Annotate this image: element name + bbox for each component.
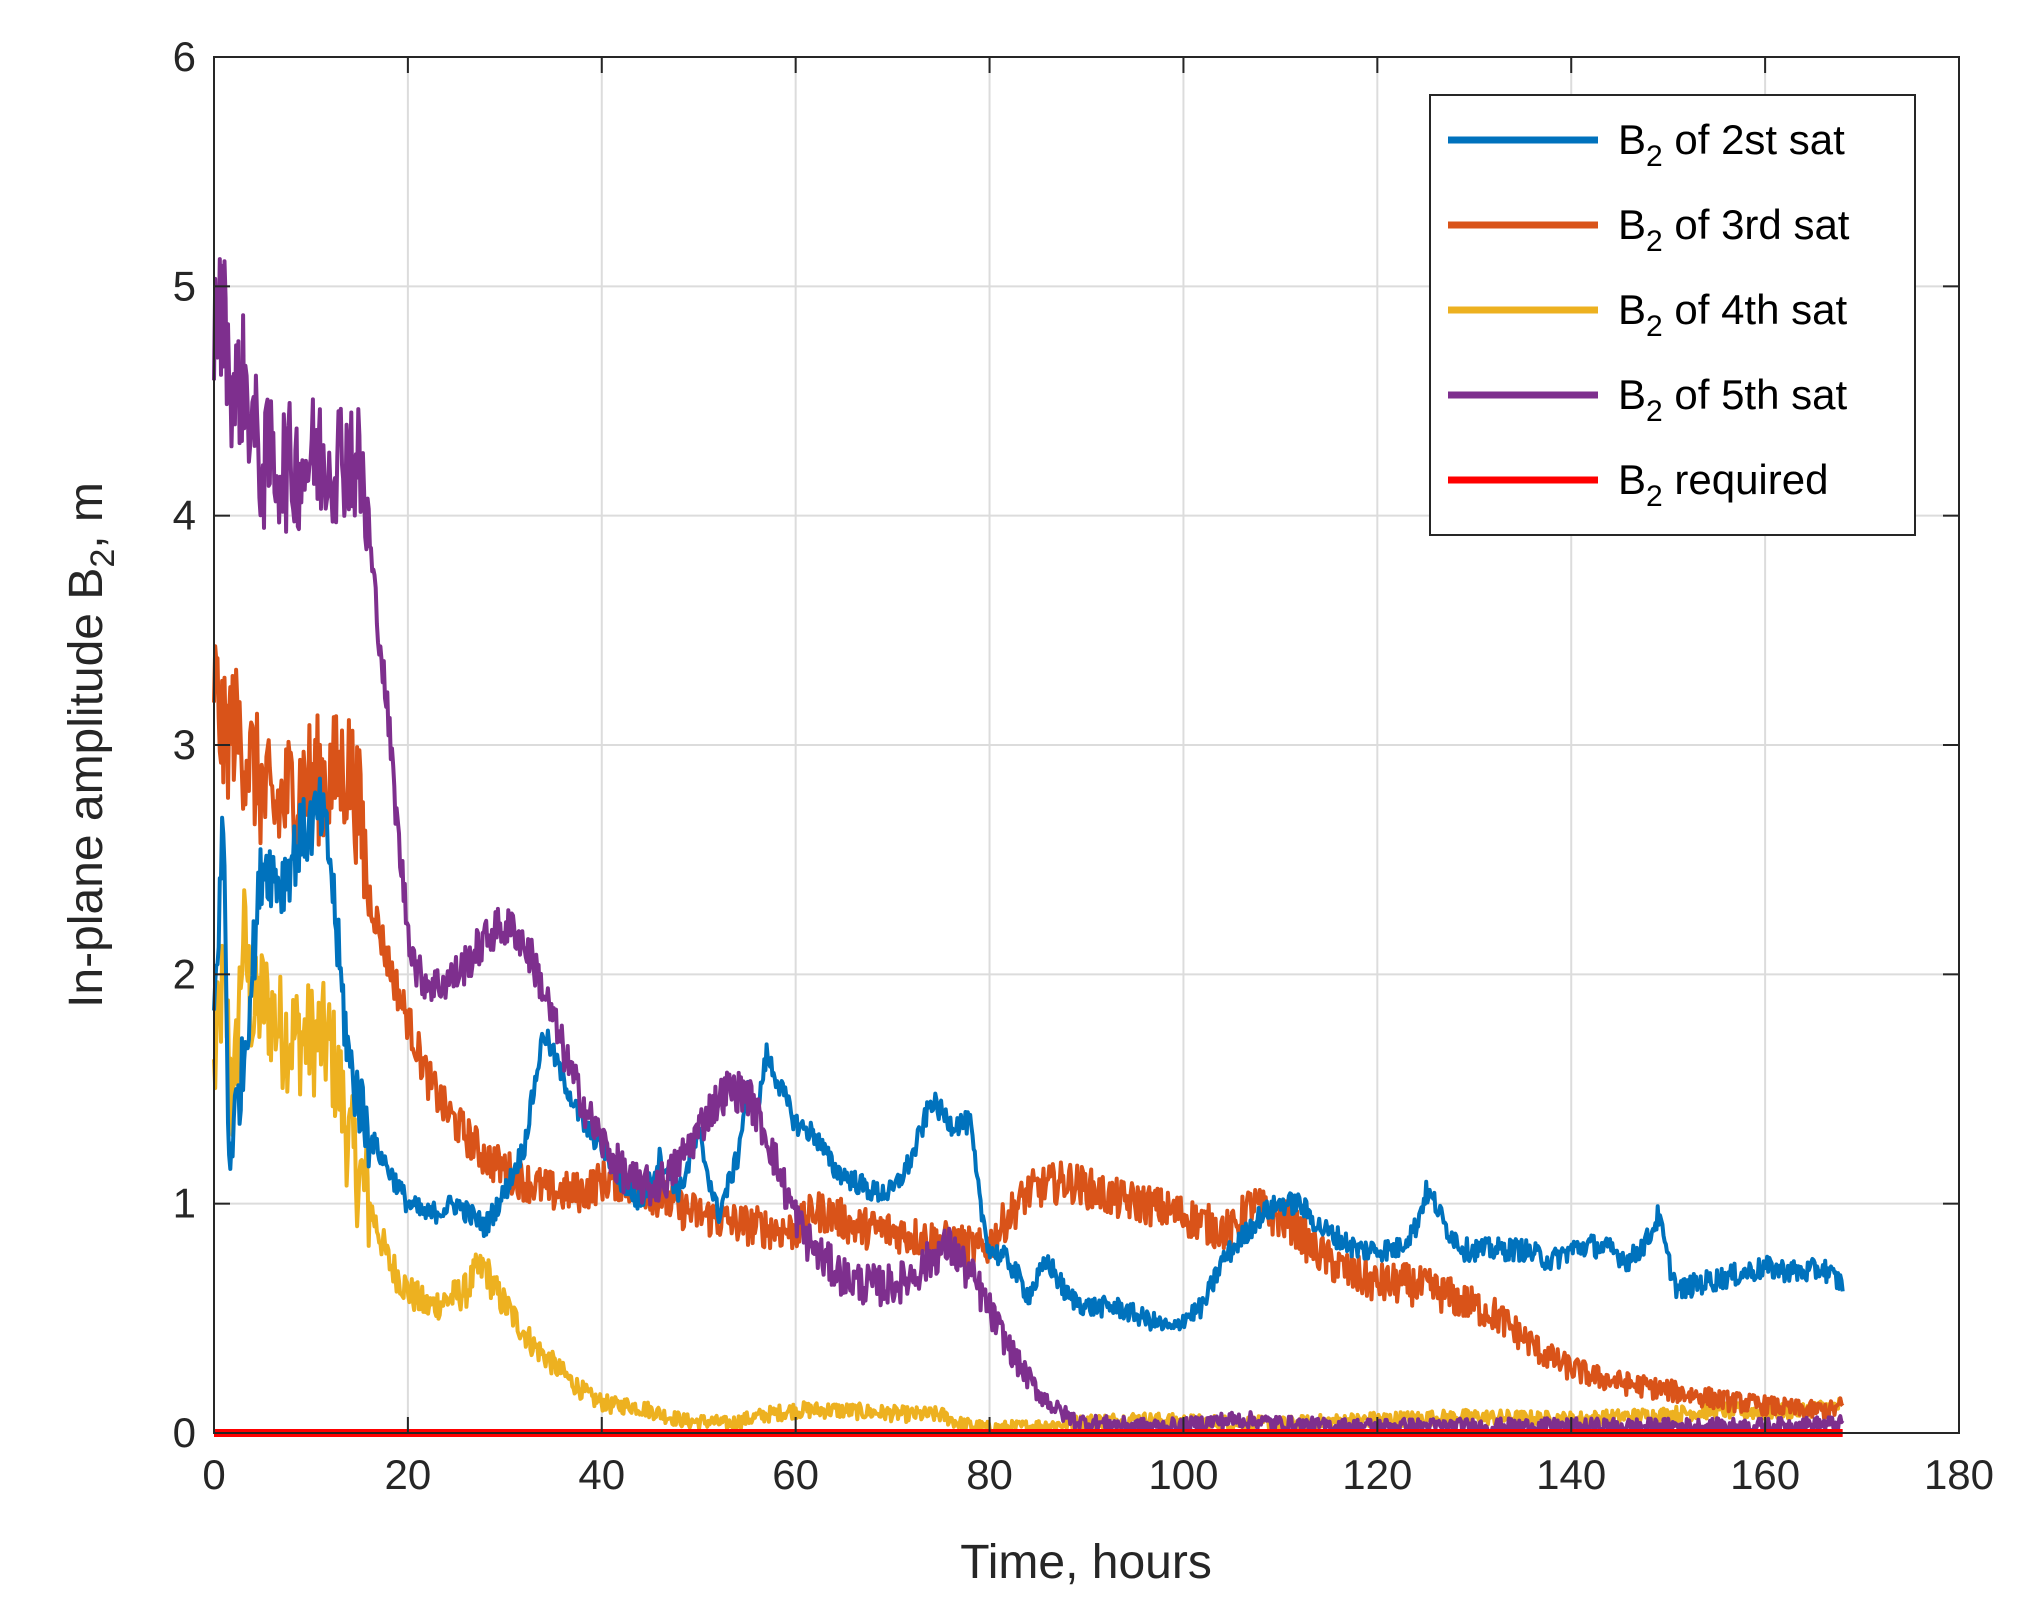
x-tick-label: 120	[1342, 1451, 1412, 1498]
y-tick-labels: 0 1 2 3 4 5 6	[173, 33, 196, 1456]
y-tick-label: 3	[173, 721, 196, 768]
x-tick-label: 160	[1730, 1451, 1800, 1498]
y-tick-label: 5	[173, 262, 196, 309]
y-tick-label: 2	[173, 950, 196, 997]
legend-label: B2 of 5th sat	[1618, 371, 1847, 428]
legend-label: B2 of 3rd sat	[1618, 201, 1850, 258]
x-tick-label: 80	[966, 1451, 1013, 1498]
y-tick-label: 4	[173, 492, 196, 539]
series-line	[212, 776, 1845, 1332]
legend-label: B2 of 2st sat	[1618, 116, 1845, 173]
ticks	[213, 56, 1960, 1434]
x-tick-label: 180	[1924, 1451, 1994, 1498]
x-tick-label: 140	[1536, 1451, 1606, 1498]
legend-label: B2 of 4th sat	[1618, 286, 1847, 343]
legend: B2 of 2st sat B2 of 3rd sat B2 of 4th sat B…	[1429, 94, 1916, 536]
series-line	[212, 644, 1845, 1421]
legend-box	[1429, 94, 1916, 536]
y-tick-label: 6	[173, 33, 196, 80]
x-tick-label: 0	[202, 1451, 225, 1498]
y-tick-label: 0	[173, 1409, 196, 1456]
x-tick-label: 100	[1148, 1451, 1218, 1498]
y-axis-label: In-plane amplitude B2, m	[60, 482, 122, 1008]
x-axis-label: Time, hours	[960, 1536, 1212, 1589]
legend-label: B2 required	[1618, 456, 1828, 513]
x-tick-label: 40	[578, 1451, 625, 1498]
x-tick-label: 60	[772, 1451, 819, 1498]
y-tick-label: 1	[173, 1180, 196, 1227]
x-tick-labels: 0 20 40 60 80 100 120 140 160 180	[202, 1451, 1994, 1498]
x-tick-label: 20	[385, 1451, 432, 1498]
